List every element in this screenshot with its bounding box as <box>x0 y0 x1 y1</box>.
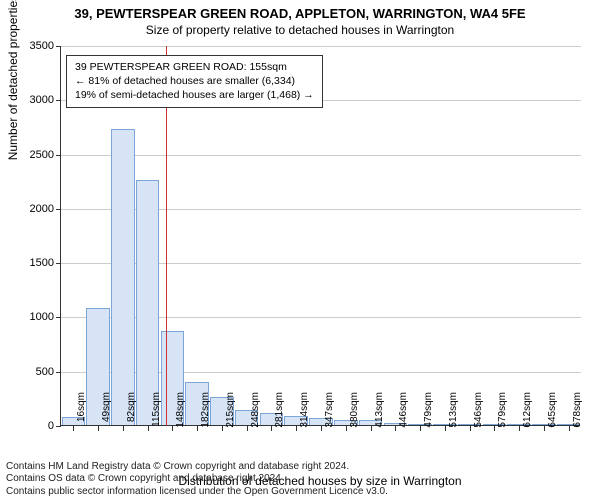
y-tick-label: 1500 <box>14 257 54 269</box>
footer-line-1: Contains HM Land Registry data © Crown c… <box>6 461 594 474</box>
x-tick-mark <box>395 426 396 431</box>
x-tick-mark <box>98 426 99 431</box>
x-tick-mark <box>197 426 198 431</box>
x-tick-label: 479sqm <box>423 392 434 432</box>
x-tick-mark <box>296 426 297 431</box>
x-tick-label: 248sqm <box>250 392 261 432</box>
x-tick-label: 612sqm <box>522 392 533 432</box>
x-tick-label: 513sqm <box>448 392 459 432</box>
x-tick-label: 645sqm <box>547 392 558 432</box>
grid-line <box>61 155 581 156</box>
x-tick-mark <box>445 426 446 431</box>
x-tick-mark <box>519 426 520 431</box>
x-tick-label: 446sqm <box>398 392 409 432</box>
y-tick-mark <box>56 46 61 47</box>
y-tick-label: 500 <box>14 366 54 378</box>
footer-line-2: Contains OS data © Crown copyright and d… <box>6 473 594 486</box>
x-tick-mark <box>470 426 471 431</box>
y-tick-label: 2000 <box>14 203 54 215</box>
x-tick-mark <box>172 426 173 431</box>
x-tick-label: 579sqm <box>497 392 508 432</box>
x-tick-mark <box>148 426 149 431</box>
x-tick-mark <box>247 426 248 431</box>
x-tick-label: 314sqm <box>299 392 310 432</box>
footer-line-3: Contains public sector information licen… <box>6 486 594 499</box>
x-tick-label: 678sqm <box>572 392 583 432</box>
x-tick-mark <box>222 426 223 431</box>
histogram-bar <box>111 129 135 425</box>
y-tick-mark <box>56 100 61 101</box>
x-tick-label: 347sqm <box>324 392 335 432</box>
x-tick-label: 413sqm <box>374 392 385 432</box>
x-tick-mark <box>346 426 347 431</box>
property-info-box: 39 PEWTERSPEAR GREEN ROAD: 155sqm ← 81% … <box>66 55 323 108</box>
x-tick-mark <box>420 426 421 431</box>
y-tick-mark <box>56 155 61 156</box>
y-tick-mark <box>56 317 61 318</box>
grid-line <box>61 46 581 47</box>
y-tick-label: 3500 <box>14 40 54 52</box>
x-tick-mark <box>123 426 124 431</box>
x-tick-mark <box>371 426 372 431</box>
y-tick-mark <box>56 209 61 210</box>
y-tick-label: 2500 <box>14 149 54 161</box>
y-tick-mark <box>56 426 61 427</box>
y-tick-mark <box>56 263 61 264</box>
x-tick-label: 546sqm <box>473 392 484 432</box>
y-tick-mark <box>56 372 61 373</box>
info-larger-pct: 19% of semi-detached houses are larger (… <box>75 88 314 102</box>
x-tick-label: 380sqm <box>349 392 360 432</box>
x-tick-mark <box>73 426 74 431</box>
x-tick-mark <box>569 426 570 431</box>
x-tick-mark <box>494 426 495 431</box>
y-tick-label: 1000 <box>14 311 54 323</box>
y-tick-label: 0 <box>14 420 54 432</box>
x-tick-label: 281sqm <box>274 392 285 432</box>
chart-title: 39, PEWTERSPEAR GREEN ROAD, APPLETON, WA… <box>0 0 600 21</box>
y-tick-label: 3000 <box>14 94 54 106</box>
info-property-size: 39 PEWTERSPEAR GREEN ROAD: 155sqm <box>75 60 314 74</box>
footer-attribution: Contains HM Land Registry data © Crown c… <box>6 461 594 499</box>
chart-subtitle: Size of property relative to detached ho… <box>0 21 600 37</box>
histogram-bar <box>136 180 160 425</box>
x-tick-mark <box>271 426 272 431</box>
x-tick-mark <box>321 426 322 431</box>
info-smaller-pct: ← 81% of detached houses are smaller (6,… <box>75 74 314 88</box>
y-axis-label: Number of detached properties <box>6 0 20 160</box>
x-tick-mark <box>544 426 545 431</box>
